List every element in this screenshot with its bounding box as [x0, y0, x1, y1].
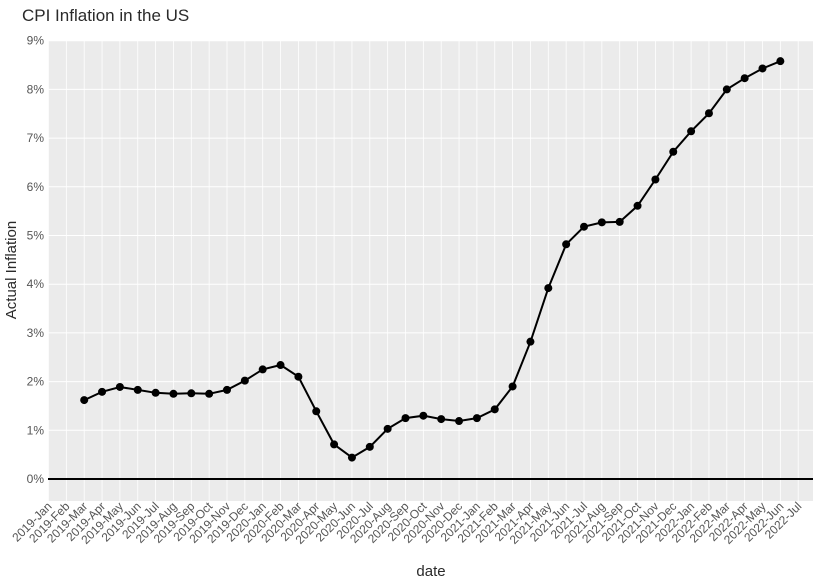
y-tick-label: 7%: [27, 131, 45, 145]
x-axis-title: date: [416, 563, 445, 580]
data-point: [330, 440, 339, 449]
data-point: [276, 361, 285, 370]
data-point: [347, 453, 356, 462]
data-point: [80, 396, 89, 405]
data-point: [490, 405, 499, 414]
data-point: [740, 74, 749, 83]
data-point: [669, 147, 678, 156]
y-tick-label: 3%: [27, 326, 45, 340]
data-point: [98, 387, 107, 396]
y-tick-label: 0%: [27, 472, 45, 486]
series-line: [83, 60, 781, 459]
grid-lines: [48, 40, 813, 501]
data-point: [312, 407, 321, 416]
data-point: [401, 414, 410, 423]
x-axis: 2019-Jan2019-Feb2019-Mar2019-Apr2019-May…: [9, 499, 804, 547]
y-tick-label: 6%: [27, 180, 45, 194]
data-point: [472, 414, 481, 423]
data-point: [258, 365, 267, 374]
data-point: [455, 417, 464, 426]
data-point: [704, 109, 713, 118]
data-point: [240, 376, 249, 385]
data-point: [633, 201, 642, 210]
y-axis-title: Actual Inflation: [3, 221, 20, 319]
plot-background: [48, 41, 813, 501]
y-axis: 0% 1% 2% 3% 4% 5% 6% 7% 8% 9%: [27, 34, 45, 486]
data-point: [580, 222, 588, 231]
data-point: [169, 389, 178, 398]
y-tick-label: 4%: [27, 277, 45, 291]
y-tick-label: 5%: [27, 229, 45, 243]
data-point: [544, 284, 553, 293]
data-point: [722, 85, 731, 94]
data-point: [615, 217, 624, 226]
chart-title: CPI Inflation in the US: [22, 6, 189, 25]
data-point: [223, 385, 231, 394]
data-point: [419, 411, 428, 420]
data-point: [115, 382, 124, 391]
data-point: [383, 424, 392, 433]
data-points: [80, 57, 785, 462]
data-point: [508, 382, 517, 391]
y-tick-label: 8%: [27, 82, 45, 96]
data-point: [597, 218, 606, 227]
y-tick-label: 2%: [27, 375, 45, 389]
data-point: [151, 388, 160, 397]
data-point: [758, 64, 767, 73]
data-point: [776, 57, 785, 66]
y-tick-label: 9%: [27, 34, 45, 48]
data-point: [562, 240, 571, 249]
data-point: [687, 127, 696, 136]
data-point: [651, 175, 660, 184]
data-point: [437, 415, 446, 424]
data-point: [133, 385, 142, 394]
data-point: [526, 337, 535, 346]
data-point: [205, 389, 214, 398]
data-point: [365, 442, 374, 451]
data-point: [294, 372, 303, 381]
y-tick-label: 1%: [27, 423, 45, 437]
data-point: [187, 389, 196, 398]
